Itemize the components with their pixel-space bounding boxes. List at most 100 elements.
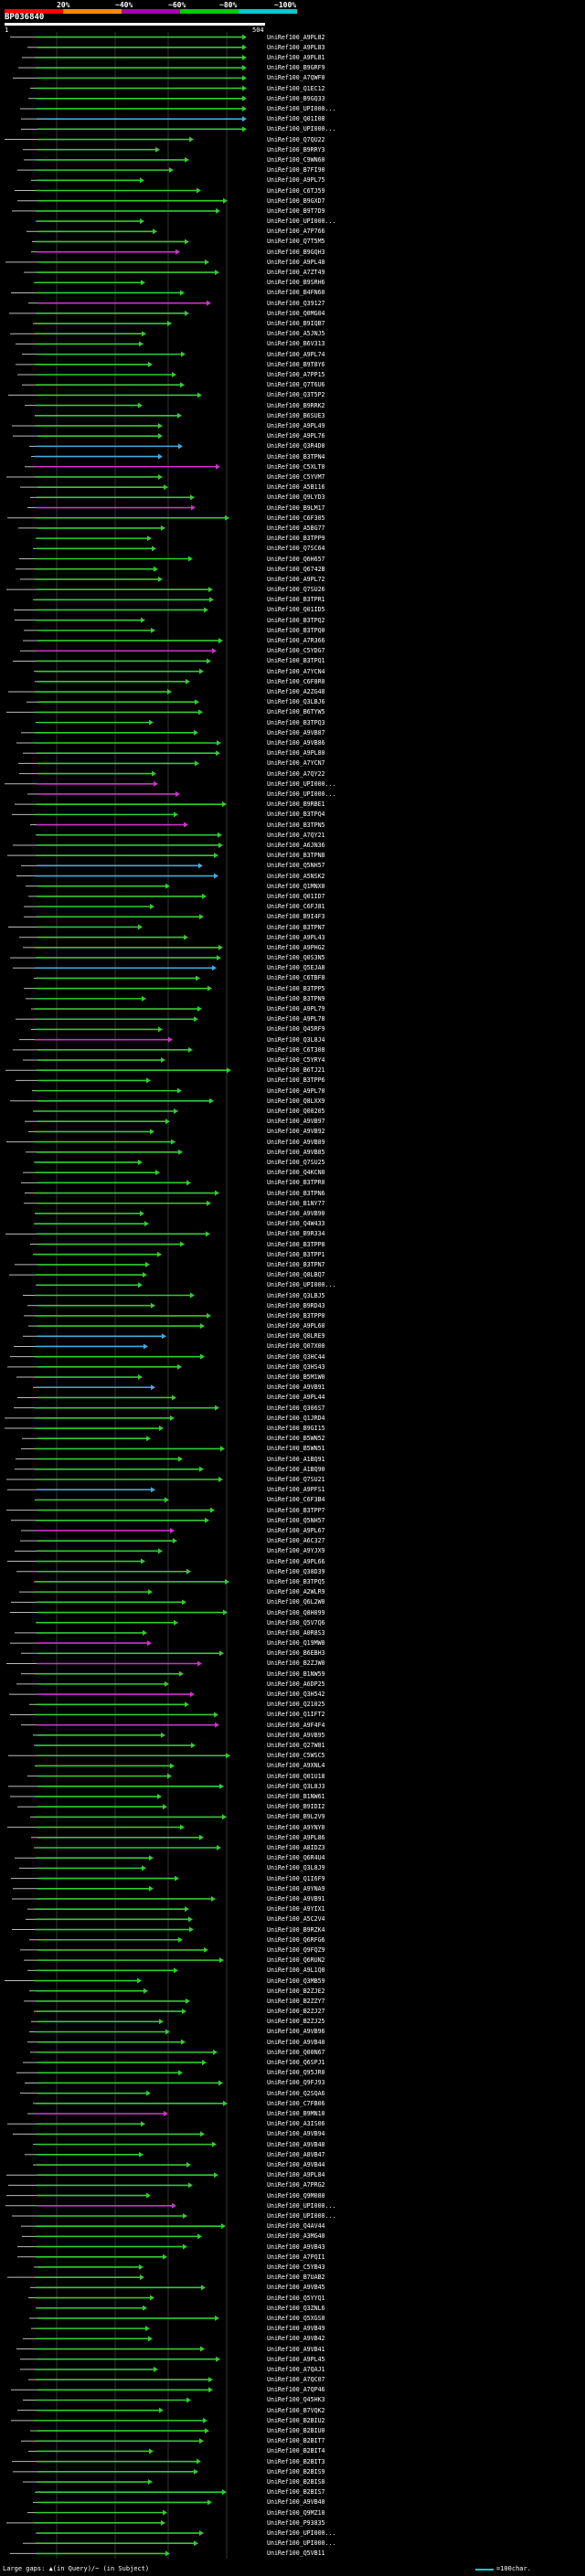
hit-label[interactable]: UniRef100_A9VB91 xyxy=(267,1383,325,1392)
hit-label[interactable]: UniRef100_B9L2V9 xyxy=(267,1813,325,1821)
hit-label[interactable]: UniRef100_A1BQ91 xyxy=(267,1455,325,1463)
hit-label[interactable]: UniRef100_C6FJ81 xyxy=(267,903,325,911)
hit-label[interactable]: UniRef100_UPI000... xyxy=(267,2211,336,2220)
hit-label[interactable]: UniRef100_B3TPN6 xyxy=(267,1189,325,1197)
hit-label[interactable]: UniRef100_Q1IFT2 xyxy=(267,1711,325,1719)
hit-label[interactable]: UniRef100_A9VB96 xyxy=(267,2028,325,2036)
hit-label[interactable]: UniRef100_A9YNY0 xyxy=(267,1823,325,1831)
hit-label[interactable]: UniRef100_Q1JRD4 xyxy=(267,1414,325,1422)
hit-label[interactable]: UniRef100_A5B116 xyxy=(267,483,325,492)
hit-label[interactable]: UniRef100_B3TPP1 xyxy=(267,1250,325,1258)
hit-label[interactable]: UniRef100_A7R366 xyxy=(267,637,325,645)
hit-label[interactable]: UniRef100_A9VB42 xyxy=(267,2335,325,2343)
hit-label[interactable]: UniRef100_Q6H657 xyxy=(267,555,325,563)
hit-label[interactable]: UniRef100_Q3LBJ6 xyxy=(267,698,325,706)
hit-label[interactable]: UniRef100_B3TPN7 xyxy=(267,923,325,931)
hit-label[interactable]: UniRef100_Q3HS43 xyxy=(267,1362,325,1371)
hit-label[interactable]: UniRef100_Q07X00 xyxy=(267,1342,325,1351)
hit-label[interactable]: UniRef100_UPI000... xyxy=(267,2529,336,2537)
hit-label[interactable]: UniRef100_A9PL49 xyxy=(267,421,325,429)
hit-label[interactable]: UniRef100_B3TPQ1 xyxy=(267,657,325,665)
hit-label[interactable]: UniRef100_Q3L8J3 xyxy=(267,1782,325,1790)
hit-label[interactable]: UniRef100_B2BIU0 xyxy=(267,2427,325,2435)
hit-label[interactable]: UniRef100_A9YNA9 xyxy=(267,1884,325,1892)
hit-label[interactable]: UniRef100_Q5EJA8 xyxy=(267,964,325,972)
hit-label[interactable]: UniRef100_C6F8R0 xyxy=(267,677,325,685)
hit-label[interactable]: UniRef100_B9R334 xyxy=(267,1230,325,1238)
hit-label[interactable]: UniRef100_B3TPP6 xyxy=(267,1076,325,1085)
hit-label[interactable]: UniRef100_A7QWF0 xyxy=(267,74,325,82)
hit-label[interactable]: UniRef100_A7ZT49 xyxy=(267,269,325,277)
hit-label[interactable]: UniRef100_Q38D39 xyxy=(267,1567,325,1575)
hit-label[interactable]: UniRef100_B9RRK2 xyxy=(267,401,325,409)
hit-label[interactable]: UniRef100_Q5VB11 xyxy=(267,2549,325,2558)
hit-label[interactable]: UniRef100_A9PL81 xyxy=(267,53,325,61)
hit-label[interactable]: UniRef100_Q21025 xyxy=(267,1701,325,1709)
hit-label[interactable]: UniRef100_A9VB40 xyxy=(267,2498,325,2507)
hit-label[interactable]: UniRef100_B6SUE3 xyxy=(267,411,325,419)
hit-label[interactable]: UniRef100_UPI000... xyxy=(267,779,336,788)
hit-label[interactable]: UniRef100_A3MG40 xyxy=(267,2232,325,2241)
hit-label[interactable]: UniRef100_Q19MW8 xyxy=(267,1639,325,1648)
hit-label[interactable]: UniRef100_A9VB97 xyxy=(267,1118,325,1126)
hit-label[interactable]: UniRef100_B5WN52 xyxy=(267,1435,325,1443)
hit-label[interactable]: UniRef100_C5XLT0 xyxy=(267,462,325,471)
hit-label[interactable]: UniRef100_Q306S7 xyxy=(267,1404,325,1412)
hit-label[interactable]: UniRef100_C5YRY4 xyxy=(267,1056,325,1065)
hit-label[interactable]: UniRef100_B4FN60 xyxy=(267,289,325,297)
hit-label[interactable]: UniRef100_Q8LRE9 xyxy=(267,1332,325,1341)
hit-label[interactable]: UniRef100_A5JNJ5 xyxy=(267,330,325,338)
hit-label[interactable]: UniRef100_P93835 xyxy=(267,2518,325,2527)
hit-label[interactable]: UniRef100_A9VB87 xyxy=(267,728,325,737)
hit-label[interactable]: UniRef100_Q3ZNL6 xyxy=(267,2304,325,2312)
hit-label[interactable]: UniRef100_B9IQB7 xyxy=(267,320,325,328)
hit-label[interactable]: UniRef100_B9GQH3 xyxy=(267,248,325,256)
hit-label[interactable]: UniRef100_B9GXD7 xyxy=(267,196,325,205)
hit-label[interactable]: UniRef100_B2BIU2 xyxy=(267,2416,325,2424)
hit-label[interactable]: UniRef100_A1BQ90 xyxy=(267,1465,325,1473)
hit-label[interactable]: UniRef100_Q01I08 xyxy=(267,115,325,123)
hit-label[interactable]: UniRef100_A9PL79 xyxy=(267,1005,325,1013)
hit-label[interactable]: UniRef100_A9PL72 xyxy=(267,575,325,583)
hit-label[interactable]: UniRef100_B7VQK2 xyxy=(267,2406,325,2414)
hit-label[interactable]: UniRef100_A9F4F4 xyxy=(267,1721,325,1729)
hit-label[interactable]: UniRef100_B3TPP7 xyxy=(267,1506,325,1514)
hit-label[interactable]: UniRef100_C5YB43 xyxy=(267,2263,325,2271)
hit-label[interactable]: UniRef100_UPI000... xyxy=(267,1281,336,1289)
hit-label[interactable]: UniRef100_A5BG77 xyxy=(267,524,325,532)
hit-label[interactable]: UniRef100_UPI000... xyxy=(267,104,336,112)
hit-label[interactable]: UniRef100_Q4W433 xyxy=(267,1220,325,1228)
hit-label[interactable]: UniRef100_A9VB90 xyxy=(267,1209,325,1217)
hit-label[interactable]: UniRef100_A9VB92 xyxy=(267,1128,325,1136)
hit-label[interactable]: UniRef100_B1NW59 xyxy=(267,1670,325,1678)
hit-label[interactable]: UniRef100_B9GRF9 xyxy=(267,64,325,72)
hit-label[interactable]: UniRef100_Q45HK3 xyxy=(267,2396,325,2404)
hit-label[interactable]: UniRef100_A9VB45 xyxy=(267,2284,325,2292)
hit-label[interactable]: UniRef100_A2WLR9 xyxy=(267,1588,325,1596)
hit-label[interactable]: UniRef100_B3TPP8 xyxy=(267,1240,325,1248)
hit-label[interactable]: UniRef100_Q3R4D0 xyxy=(267,442,325,451)
hit-label[interactable]: UniRef100_C9WN60 xyxy=(267,155,325,164)
hit-label[interactable]: UniRef100_UPI000... xyxy=(267,2201,336,2210)
hit-label[interactable]: UniRef100_A9L1Q8 xyxy=(267,1966,325,1975)
hit-label[interactable]: UniRef100_B9T8Y6 xyxy=(267,360,325,368)
hit-label[interactable]: UniRef100_Q39127 xyxy=(267,299,325,307)
hit-label[interactable]: UniRef100_Q6RUN2 xyxy=(267,1956,325,1965)
hit-label[interactable]: UniRef100_B9RZK4 xyxy=(267,1925,325,1934)
hit-label[interactable]: UniRef100_B9RD43 xyxy=(267,1301,325,1309)
hit-label[interactable]: UniRef100_B2BIT3 xyxy=(267,2457,325,2465)
hit-label[interactable]: UniRef100_Q9M080 xyxy=(267,2191,325,2200)
hit-label[interactable]: UniRef100_B2BIS7 xyxy=(267,2488,325,2496)
hit-label[interactable]: UniRef100_C6TBF8 xyxy=(267,974,325,982)
hit-label[interactable]: UniRef100_A9PL75 xyxy=(267,176,325,185)
hit-label[interactable]: UniRef100_Q3LBJ5 xyxy=(267,1291,325,1299)
hit-label[interactable]: UniRef100_B3TPQ0 xyxy=(267,626,325,634)
hit-label[interactable]: UniRef100_A6DP25 xyxy=(267,1680,325,1688)
hit-label[interactable]: UniRef100_B9IDI2 xyxy=(267,1803,325,1811)
hit-label[interactable]: UniRef100_Q3T5P2 xyxy=(267,391,325,399)
hit-label[interactable]: UniRef100_B9I4F3 xyxy=(267,913,325,921)
hit-label[interactable]: UniRef100_Q8LBQ7 xyxy=(267,1271,325,1279)
hit-label[interactable]: UniRef100_A9VB48 xyxy=(267,2140,325,2148)
hit-label[interactable]: UniRef100_A9PL80 xyxy=(267,749,325,758)
hit-label[interactable]: UniRef100_Q6SPJ1 xyxy=(267,2059,325,2067)
